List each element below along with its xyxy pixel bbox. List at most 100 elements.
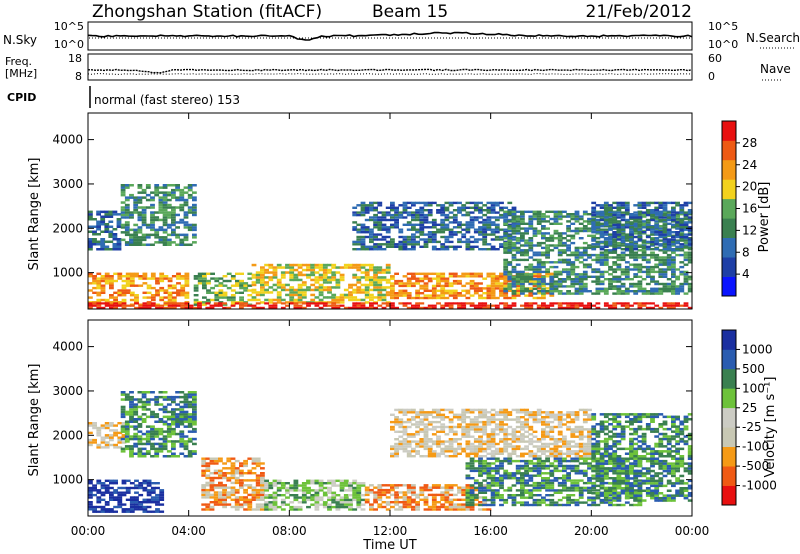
heatmap-cell xyxy=(490,248,496,251)
heatmap-cell xyxy=(385,218,391,222)
heatmap-cell xyxy=(503,237,509,240)
heatmap-cell xyxy=(624,248,630,251)
cpid-label: CPID xyxy=(7,91,36,104)
heatmap-cell xyxy=(390,428,395,431)
heatmap-cell xyxy=(218,474,223,477)
heatmap-cell xyxy=(369,238,374,241)
heatmap-cell xyxy=(591,234,597,237)
heatmap-cell xyxy=(92,493,97,497)
heatmap-cell xyxy=(166,410,172,414)
heatmap-cell xyxy=(415,442,420,446)
heatmap-cell xyxy=(603,238,609,241)
freq-panel-frame xyxy=(87,53,693,81)
heatmap-cell xyxy=(209,508,215,511)
heatmap-cell xyxy=(251,508,257,511)
heatmap-cell xyxy=(137,447,143,451)
heatmap-cell xyxy=(494,433,500,436)
heatmap-cell xyxy=(162,455,168,458)
heatmap-cell xyxy=(641,251,647,254)
heatmap-cell xyxy=(331,273,337,277)
heatmap-cell xyxy=(637,265,643,269)
heatmap-cell xyxy=(255,276,261,279)
heatmap-cell xyxy=(377,211,383,214)
heatmap-cell xyxy=(423,287,429,290)
heatmap-cell xyxy=(486,272,492,275)
heatmap-cell xyxy=(675,290,680,293)
heatmap-cell xyxy=(171,196,176,199)
heatmap-cell xyxy=(524,435,529,438)
heatmap-cell xyxy=(343,484,349,487)
heatmap-cell xyxy=(423,221,429,224)
heatmap-cell xyxy=(264,489,269,492)
heatmap-cell xyxy=(402,430,408,433)
heatmap-cell xyxy=(465,248,471,251)
heatmap-cell xyxy=(158,201,164,204)
heatmap-cell xyxy=(507,213,513,216)
heatmap-cell xyxy=(166,241,172,244)
heatmap-cell xyxy=(88,496,93,499)
heatmap-cell xyxy=(369,235,374,239)
heatmap-cell xyxy=(239,474,244,477)
heatmap-cell xyxy=(124,420,130,423)
heatmap-cell xyxy=(683,304,689,307)
heatmap-cell xyxy=(322,286,328,289)
heatmap-cell xyxy=(637,285,643,288)
heatmap-cell xyxy=(390,287,395,290)
heatmap-cell xyxy=(381,302,387,305)
heatmap-cell xyxy=(482,248,488,251)
heatmap-cell xyxy=(179,440,185,443)
heatmap-cell xyxy=(322,482,328,485)
heatmap-cell xyxy=(356,302,362,305)
heatmap-cell xyxy=(210,298,215,302)
heatmap-cell xyxy=(511,225,517,228)
heatmap-cell xyxy=(352,248,358,251)
heatmap-cell xyxy=(499,408,504,412)
heatmap-cell xyxy=(280,283,286,287)
heatmap-cell xyxy=(666,228,672,231)
heatmap-cell xyxy=(486,445,492,448)
heatmap-cell xyxy=(243,503,248,506)
heatmap-cell xyxy=(515,420,521,424)
heatmap-cell xyxy=(150,243,155,246)
heatmap-cell xyxy=(620,270,626,274)
heatmap-cell xyxy=(457,488,462,492)
heatmap-cell xyxy=(180,294,186,297)
heatmap-cell xyxy=(327,498,332,502)
heatmap-cell xyxy=(553,282,559,286)
heatmap-cell xyxy=(637,238,643,241)
heatmap-cell xyxy=(570,215,576,218)
heatmap-cell xyxy=(511,209,517,212)
heatmap-cell xyxy=(406,484,412,487)
heatmap-cell xyxy=(612,248,618,251)
heatmap-cell xyxy=(117,493,123,497)
heatmap-cell xyxy=(92,484,97,487)
heatmap-cell xyxy=(154,191,160,194)
heatmap-cell xyxy=(133,201,139,204)
heatmap-cell xyxy=(662,223,668,226)
heatmap-cell xyxy=(218,472,223,475)
heatmap-cell xyxy=(469,505,475,509)
heatmap-cell xyxy=(124,196,130,199)
heatmap-cell xyxy=(230,474,236,477)
heatmap-cell xyxy=(260,266,265,269)
heatmap-cell xyxy=(494,226,500,229)
heatmap-cell xyxy=(427,413,433,416)
heatmap-cell xyxy=(427,452,433,455)
heatmap-cell xyxy=(214,279,220,283)
heatmap-cell xyxy=(452,430,458,433)
heatmap-cell xyxy=(662,233,668,236)
heatmap-cell xyxy=(129,196,134,199)
heatmap-cell xyxy=(243,282,249,285)
heatmap-cell xyxy=(469,275,475,278)
heatmap-cell xyxy=(419,498,425,501)
heatmap-cell xyxy=(419,226,425,229)
heatmap-cell xyxy=(566,258,571,262)
heatmap-cell xyxy=(260,291,265,294)
heatmap-cell xyxy=(385,302,391,305)
heatmap-cell xyxy=(210,291,215,294)
heatmap-cell xyxy=(205,476,211,480)
heatmap-cell xyxy=(482,484,488,487)
heatmap-cell xyxy=(179,405,185,409)
heatmap-cell xyxy=(322,505,328,509)
heatmap-cell xyxy=(528,217,534,221)
